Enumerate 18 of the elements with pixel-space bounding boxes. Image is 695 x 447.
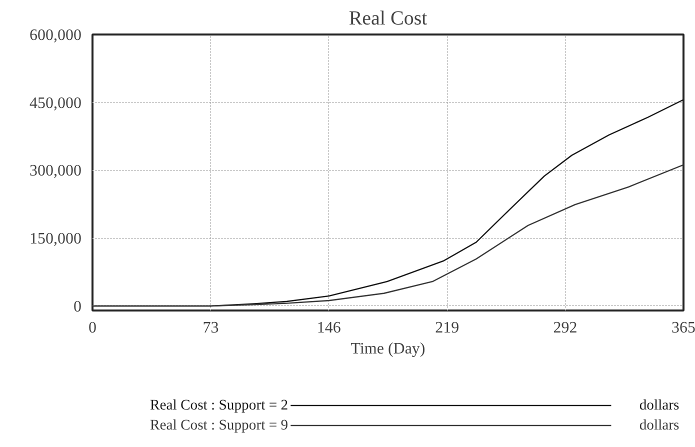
- x-tick-label: 292: [553, 320, 578, 336]
- x-tick-label: 146: [316, 320, 341, 336]
- text: Real Cost : Support = 2: [150, 398, 288, 414]
- line-series: [92, 164, 684, 307]
- y-tick-label: 150,000: [30, 230, 82, 248]
- x-tick-label: 73: [202, 320, 219, 336]
- y-tick-label: 300,000: [30, 162, 82, 180]
- text: dollars: [639, 418, 680, 434]
- text: dollars: [639, 398, 680, 414]
- x-axis-title: Time (Day): [350, 340, 426, 358]
- chart-title: Real Cost: [348, 8, 428, 30]
- y-tick-label: 450,000: [30, 94, 82, 112]
- y-tick-label: 600,000: [30, 27, 82, 44]
- text: Real Cost : Support = 9: [150, 418, 288, 434]
- x-tick-label: 0: [88, 320, 96, 336]
- x-tick-label: 219: [435, 320, 460, 336]
- y-tick-label: 0: [74, 298, 82, 316]
- x-tick-label: 365: [672, 320, 695, 336]
